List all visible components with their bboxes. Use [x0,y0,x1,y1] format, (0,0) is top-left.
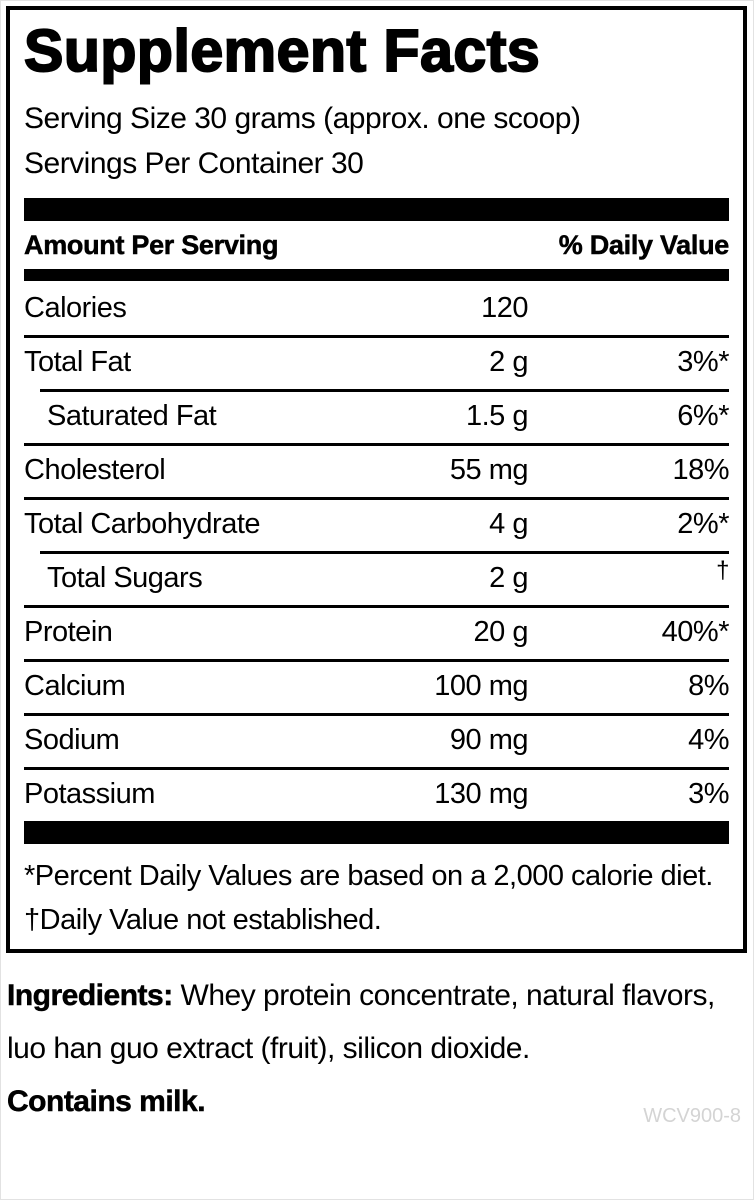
nutrient-name: Total Carbohydrate [24,507,261,540]
table-row-protein: Protein 20 g 40%* [24,605,730,659]
panel-title: Supplement Facts [23,17,541,85]
serving-size-line: Serving Size 30 grams (approx. one scoop… [24,102,581,135]
nutrient-amount: 20 g [473,615,529,648]
table-row-cholesterol: Cholesterol 55 mg 18% [24,443,730,497]
divider-bar-medium [24,269,729,281]
header-amount-per-serving: Amount Per Serving [24,230,279,261]
table-header: Amount Per Serving % Daily Value [24,221,730,269]
ingredients-label: Ingredients: [7,979,174,1013]
nutrient-name: Potassium [24,777,155,810]
nutrient-name: Total Fat [24,345,131,378]
nutrient-name: Protein [24,615,113,648]
nutrient-dv-dagger: † [716,557,729,584]
nutrient-amount: 100 mg [434,669,528,702]
nutrient-dv: 3%* [677,345,729,378]
contains-statement: Contains milk. [7,1085,206,1119]
footnote-dagger: †Daily Value not established. [24,904,382,936]
nutrient-name: Calcium [24,669,126,702]
servings-per-container-line: Servings Per Container 30 [24,147,364,180]
nutrient-amount: 2 g [489,561,528,594]
nutrient-amount: 90 mg [449,723,529,756]
nutrient-amount: 4 g [489,507,528,540]
footnotes: *Percent Daily Values are based on a 2,0… [24,844,729,942]
table-row-potassium: Potassium 130 mg 3% [24,767,730,821]
ingredients-section: Ingredients: Whey protein concentrate, n… [7,969,745,1128]
nutrient-table: Calories 120 Total Fat 2 g 3%* Saturated… [24,281,730,821]
table-row-total-sugars: Total Sugars 2 g † [24,551,730,605]
table-row-total-carbohydrate: Total Carbohydrate 4 g 2%* [24,497,730,551]
nutrient-name: Cholesterol [24,453,166,486]
nutrient-amount: 1.5 g [466,399,529,432]
divider-bar-thick-bottom [24,821,729,844]
nutrient-dv: 40%* [661,615,730,648]
serving-info: Serving Size 30 grams (approx. one scoop… [24,96,729,186]
nutrient-amount: 55 mg [449,453,529,486]
table-row-calories: Calories 120 [24,281,729,335]
nutrient-name: Sodium [24,723,120,756]
nutrient-name: Saturated Fat [47,399,217,432]
table-row-calcium: Calcium 100 mg 8% [24,659,730,713]
nutrient-name: Calories [24,291,127,324]
nutrient-dv: 8% [688,669,729,702]
ingredients-line-1: Ingredients: Whey protein concentrate, n… [7,969,745,1022]
nutrient-amount: 2 g [489,345,528,378]
ingredients-line-2: luo han guo extract (fruit), silicon dio… [7,1032,530,1065]
divider-bar-thick-top [24,198,729,221]
nutrient-dv: 3% [688,777,729,810]
table-row-saturated-fat: Saturated Fat 1.5 g 6%* [24,389,730,443]
nutrient-name: Total Sugars [47,561,203,594]
header-percent-daily-value: % Daily Value [558,230,730,261]
ingredients-text-1: Whey protein concentrate, natural flavor… [172,979,716,1012]
nutrient-dv: 18% [672,453,729,486]
nutrient-dv: 6%* [677,399,729,432]
table-row-sodium: Sodium 90 mg 4% [24,713,730,767]
product-code: WCV900-8 [643,1105,741,1127]
table-row-total-fat: Total Fat 2 g 3%* [24,335,730,389]
nutrient-amount: 130 mg [434,777,528,810]
nutrient-dv: 4% [688,723,729,756]
footnote-percent-dv: *Percent Daily Values are based on a 2,0… [24,860,713,892]
nutrient-dv: 2%* [677,507,729,540]
nutrient-amount: 120 [481,291,528,324]
supplement-facts-panel: Supplement Facts Serving Size 30 grams (… [6,6,747,953]
